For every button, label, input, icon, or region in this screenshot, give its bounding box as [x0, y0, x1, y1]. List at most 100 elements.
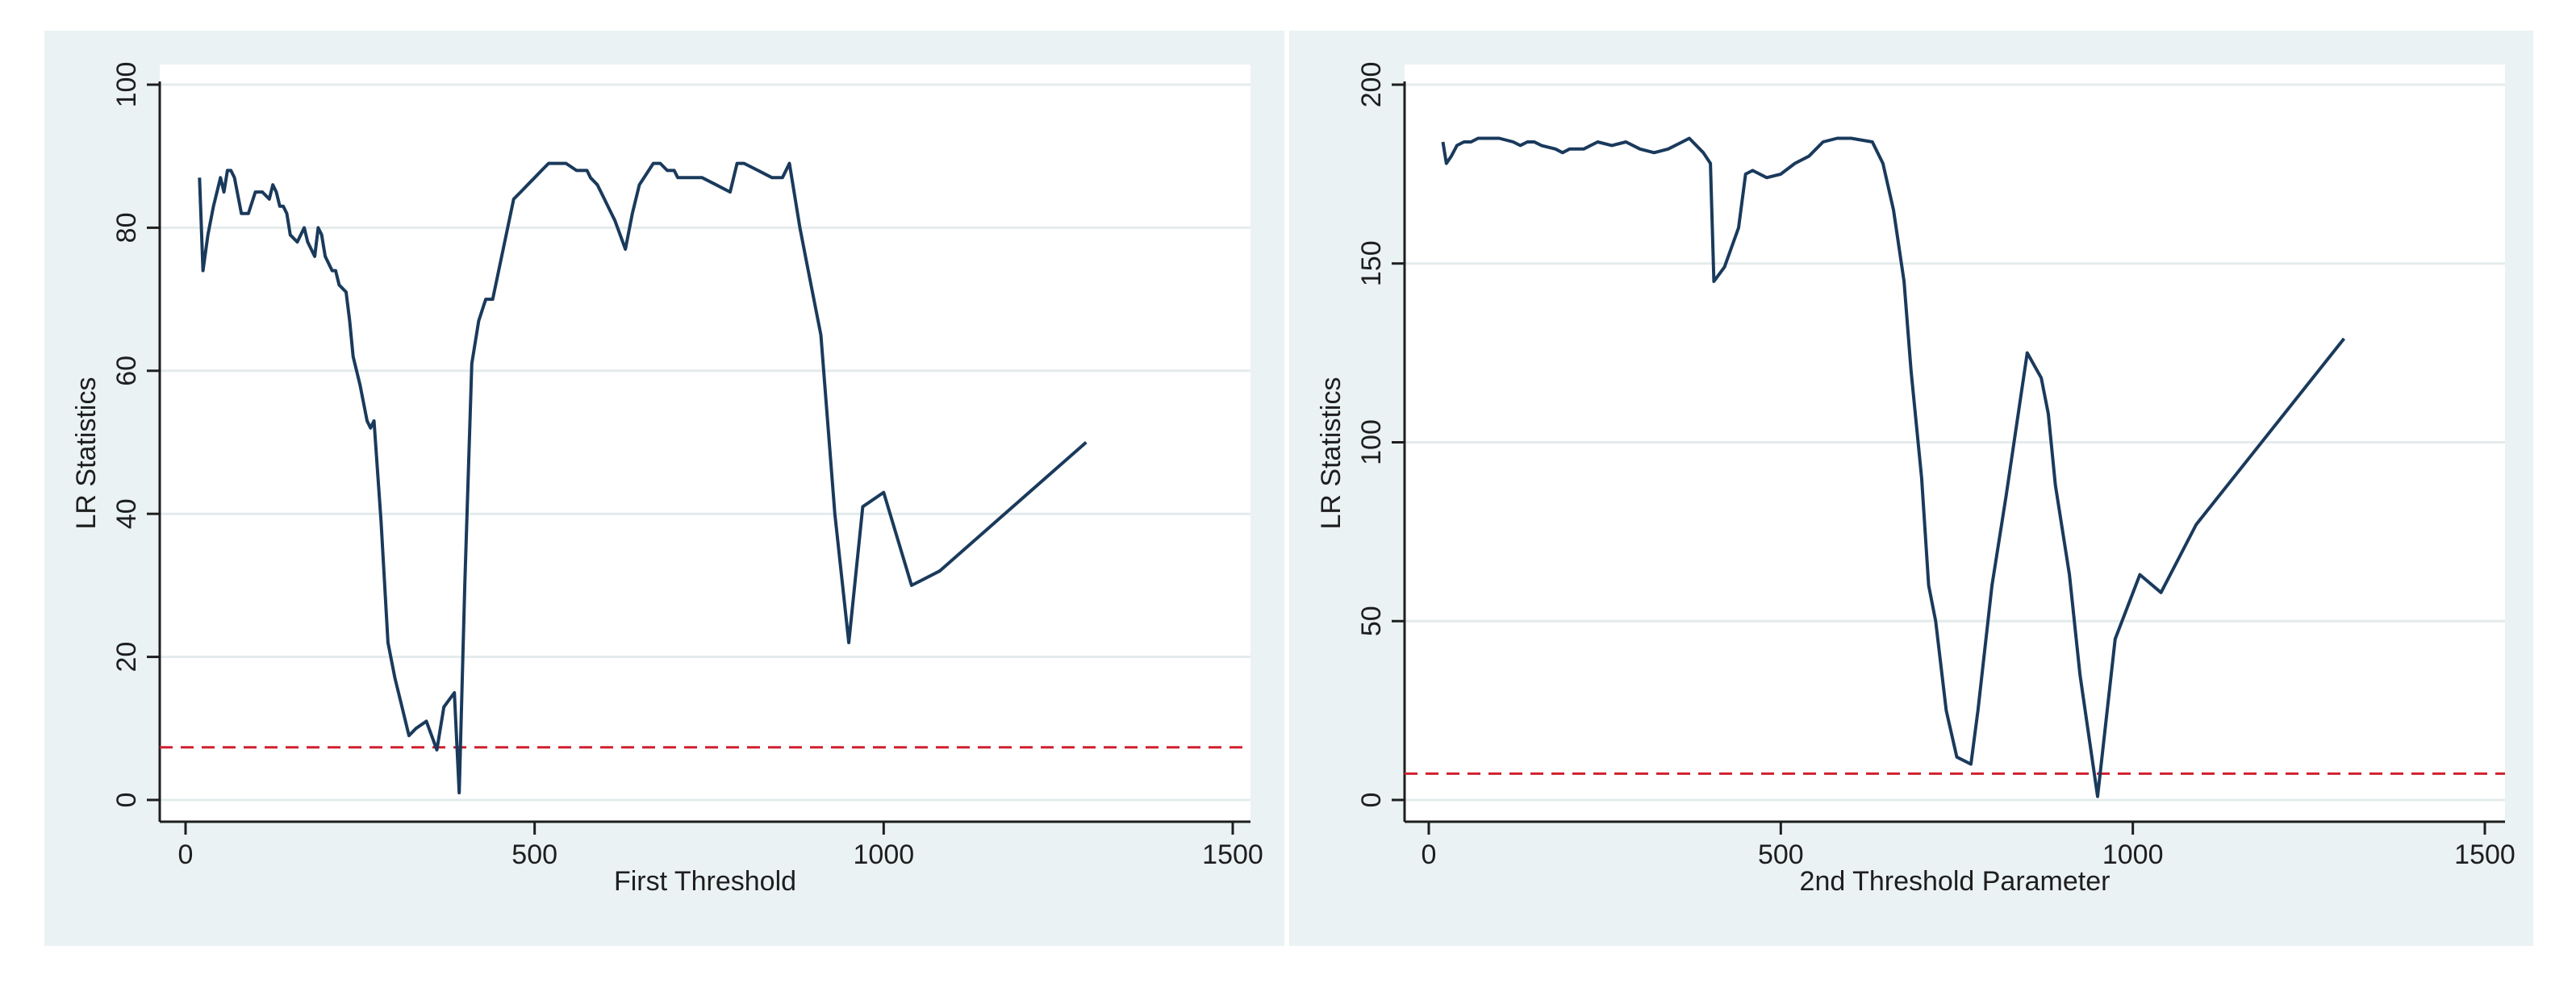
- panel-2-x-axis-label: 2nd Threshold Parameter: [1800, 866, 2110, 897]
- panel-1-data-point: [407, 733, 411, 738]
- panel-1-data-point: [675, 175, 680, 180]
- panel-1-y-tick-label-20: 20: [111, 642, 142, 673]
- panel-2-data-point: [1736, 225, 1741, 230]
- panel-1-data-point: [452, 690, 457, 695]
- panel-1-data-point: [319, 232, 324, 237]
- panel-2-data-point: [1568, 147, 1572, 152]
- panel-2-data-point: [1468, 140, 1473, 144]
- panel-1-data-point: [909, 583, 914, 588]
- panel-2-x-tick-label-500: 500: [1758, 839, 1804, 870]
- panel-1-data-point: [483, 297, 488, 302]
- panel-2-y-tick-label-50: 50: [1356, 606, 1387, 636]
- panel-1-data-point: [232, 175, 237, 180]
- panel-1-data-point: [294, 240, 299, 244]
- panel-1-data-point: [260, 190, 265, 194]
- panel-1-axes: [158, 81, 1250, 823]
- panel-2-data-point: [1701, 150, 1706, 155]
- panel-1-data-point: [846, 640, 851, 645]
- panel-2-data-point: [1927, 583, 1931, 588]
- panel-2-data-point: [1581, 147, 1586, 152]
- panel-2-data-point: [1764, 175, 1769, 180]
- panel-2-x-tick-label-1500: 1500: [2454, 839, 2515, 870]
- panel-1-data-point: [347, 319, 352, 323]
- panel-1-data-point: [564, 161, 569, 166]
- panel-1-data-point: [201, 269, 206, 273]
- panel-2-data-point: [1902, 279, 1906, 284]
- panel-2-data-point: [1849, 136, 1854, 141]
- panel-2-data-point: [1933, 619, 1938, 623]
- panel-2-data-point: [1870, 140, 1875, 144]
- panel-2-data-point: [1623, 140, 1628, 144]
- panel-1-data-point: [511, 197, 516, 202]
- panel-1-data-point: [770, 175, 774, 180]
- panel-2-data-point: [1711, 279, 1716, 284]
- panel-1-data-point: [476, 319, 481, 323]
- panel-1-data-point: [787, 161, 792, 166]
- panel-2-data-point: [1440, 140, 1445, 144]
- panel-1-data-point: [637, 182, 641, 187]
- panel-1-data-point: [623, 247, 628, 252]
- panel-1-x-tick-label-1000: 1000: [854, 839, 915, 870]
- panel-1-data-point: [658, 161, 662, 166]
- panel-2-data-point: [1881, 161, 1885, 166]
- panel-1-y-axis-label: LR Statistics: [71, 377, 102, 530]
- panel-1-gridlines: [160, 83, 1250, 802]
- panel-2-data-point: [1778, 172, 1783, 177]
- panel-2-data-point: [1560, 150, 1565, 155]
- panel-1-data-point: [197, 175, 202, 180]
- panel-1-data-point: [539, 168, 544, 173]
- panel-2-data-point: [1666, 147, 1671, 152]
- panel-1-data-point: [574, 168, 579, 173]
- panel-1-data-point: [756, 168, 761, 173]
- panel-1-y-tick-label-100: 100: [111, 62, 142, 108]
- panel-2-data-point: [2053, 483, 2058, 488]
- panel-2-data-point: [2046, 411, 2051, 416]
- panel-2-gridlines: [1405, 83, 2505, 802]
- panel-1-data-point: [797, 225, 802, 230]
- panel-2-data-point: [1976, 708, 1981, 713]
- panel-1-data-point: [284, 211, 289, 216]
- panel-2-data-point: [1518, 143, 1522, 148]
- panel-1-data-point: [312, 254, 317, 259]
- panel-1-data-point: [501, 247, 506, 252]
- panel-1-x-axis-label: First Threshold: [614, 866, 796, 897]
- panel-2-data-point: [1821, 140, 1826, 144]
- panel-2-y-tick-label-200: 200: [1356, 62, 1387, 108]
- panel-2-data-point: [1476, 136, 1480, 141]
- panel-2-data-point: [1989, 583, 1994, 588]
- panel-1-data-point: [378, 519, 383, 523]
- panel-1-data-point: [602, 197, 607, 202]
- panel-1-data-point: [588, 175, 593, 180]
- panel-1-data-point: [665, 168, 670, 173]
- panel-2-data-point: [1462, 140, 1467, 144]
- panel-2-data-point: [2341, 336, 2346, 341]
- panel-1-data-point: [281, 204, 286, 209]
- panel-1-data-point: [532, 175, 537, 180]
- panel-1-data-point: [457, 790, 461, 795]
- panel-2-series-line: [1441, 136, 2346, 798]
- panel-1-data-point: [344, 289, 349, 294]
- panel-2-data-point: [1750, 168, 1755, 173]
- panel-1-data-point: [323, 254, 328, 259]
- panel-1-data-point: [222, 190, 227, 194]
- panel-1-data-point: [714, 182, 719, 187]
- panel-2-data-point: [2025, 351, 2030, 356]
- panel-1-data-point: [525, 182, 530, 187]
- panel-1-x-tick-label-1500: 1500: [1202, 839, 1263, 870]
- panel-2-data-point: [1574, 147, 1579, 152]
- panel-1-x-tick-label-0: 0: [178, 839, 194, 870]
- panel-2-data-point: [1595, 140, 1600, 144]
- panel-1-data-point: [595, 182, 600, 187]
- panel-1-data-point: [672, 168, 677, 173]
- panel-2-data-point: [1708, 161, 1713, 166]
- panel-2-y-tick-label-150: 150: [1356, 240, 1387, 286]
- panel-1-data-point: [368, 426, 373, 431]
- panel-1-data-point: [441, 705, 446, 710]
- panel-2-data-point: [1444, 161, 1449, 166]
- panel-1-data-point: [372, 419, 377, 423]
- panel-2-data-point: [2194, 523, 2198, 527]
- panel-1-data-point: [780, 175, 785, 180]
- panel-1-data-point: [305, 240, 310, 244]
- panel-1-plot-area: [160, 65, 1250, 823]
